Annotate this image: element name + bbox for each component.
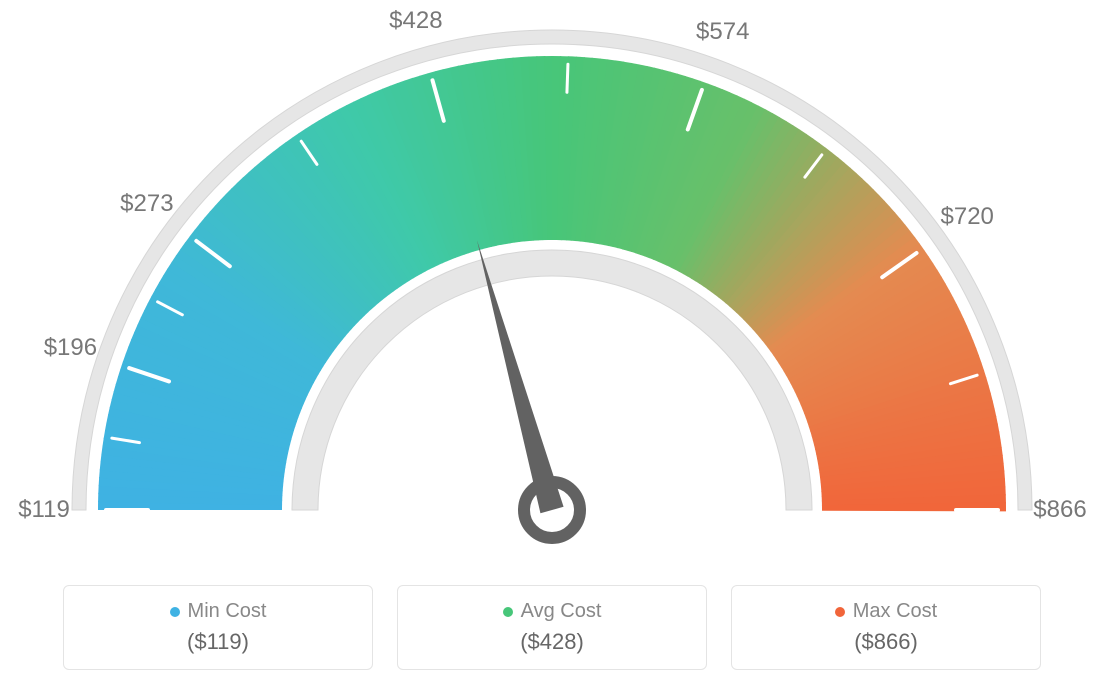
legend-title-text: Min Cost	[188, 600, 267, 623]
legend-card: Avg Cost ($428)	[397, 585, 707, 670]
legend-title-text: Max Cost	[853, 600, 937, 623]
legend-value: ($428)	[408, 629, 696, 655]
needle	[477, 240, 564, 513]
tick-label: $866	[1033, 496, 1086, 524]
tick-label: $720	[941, 203, 994, 231]
gauge-container: $119 $196 $273 $428 $574 $720 $866	[0, 0, 1104, 560]
legend-value: ($866)	[742, 629, 1030, 655]
legend-row: Min Cost ($119) Avg Cost ($428) Max Cost ($86…	[0, 585, 1104, 670]
legend-dot-icon	[835, 607, 845, 617]
tick-label: $196	[44, 334, 97, 362]
legend-dot-icon	[170, 607, 180, 617]
tick-label: $273	[120, 190, 173, 218]
legend-card: Max Cost ($866)	[731, 585, 1041, 670]
tick-label: $574	[696, 18, 749, 46]
legend-title-text: Avg Cost	[521, 600, 602, 623]
legend-title: Avg Cost	[503, 600, 602, 623]
gauge-svg	[0, 0, 1104, 560]
color-ring	[98, 56, 1006, 511]
legend-card: Min Cost ($119)	[63, 585, 373, 670]
legend-title: Min Cost	[170, 600, 267, 623]
legend-dot-icon	[503, 607, 513, 617]
legend-title: Max Cost	[835, 600, 937, 623]
tick-label: $119	[18, 496, 70, 524]
tick-label: $428	[389, 7, 442, 35]
legend-value: ($119)	[74, 629, 362, 655]
